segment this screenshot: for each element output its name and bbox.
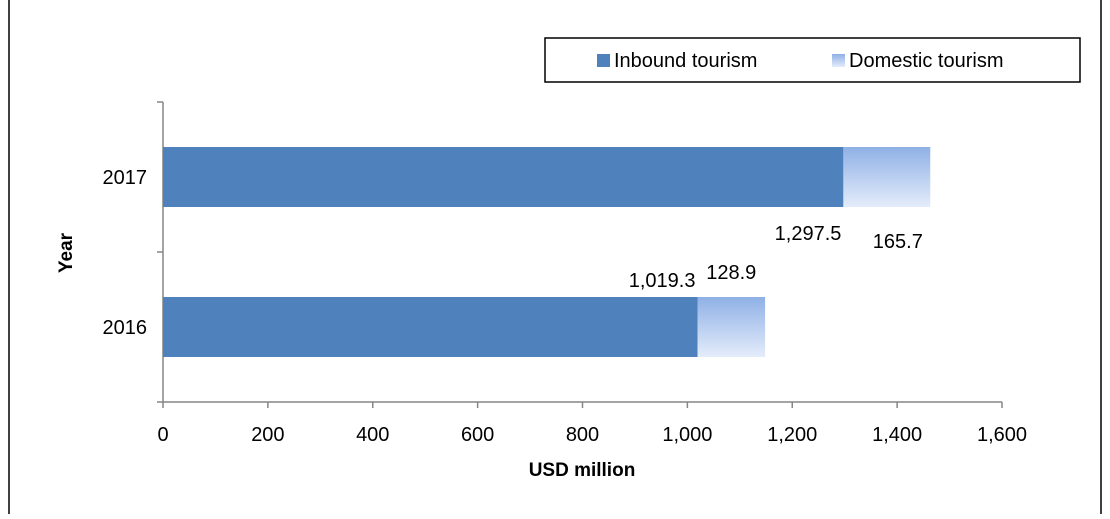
x-axis-title: USD million [529,460,636,481]
x-tick-label: 1,200 [767,424,817,446]
x-tick-label: 1,400 [872,424,922,446]
legend-box [544,37,1081,83]
x-tick-label: 1,000 [662,424,712,446]
y-axis-tick-labels: 2016 2017 [103,167,148,339]
bar-domestic-tourism-2016 [697,297,766,357]
bar-inbound-tourism-2017 [163,147,844,207]
legend-swatch-domestic [832,54,845,67]
bar-domestic-tourism-2017 [843,147,931,207]
legend-label-inbound: Inbound tourism [614,50,757,72]
data-label-inbound-2016: 1,019.3 [629,270,696,292]
x-tick-label: 1,600 [977,424,1027,446]
x-tick-label: 800 [566,424,599,446]
data-label-domestic-2017: 165.7 [873,231,923,253]
y-axis-title: Year [56,232,77,273]
data-labels: 1,019.3 128.9 1,297.5 165.7 [629,223,923,292]
data-label-inbound-2017: 1,297.5 [775,223,842,245]
legend-swatch-inbound [597,54,610,67]
x-tick-label: 200 [251,424,284,446]
x-tick-label: 0 [157,424,168,446]
bars [163,147,931,357]
legend-label-domestic: Domestic tourism [849,50,1003,72]
x-tick-label: 600 [461,424,494,446]
data-label-domestic-2016: 128.9 [706,262,756,284]
y-tick-label: 2016 [103,317,148,339]
bar-inbound-tourism-2016 [163,297,698,357]
x-axis-ticks: 0 200 400 600 800 1,000 1,200 1,400 1,600 [157,402,1027,446]
legend: Inbound tourism Domestic tourism [544,37,1081,83]
x-tick-label: 400 [356,424,389,446]
y-tick-label: 2017 [103,167,148,189]
